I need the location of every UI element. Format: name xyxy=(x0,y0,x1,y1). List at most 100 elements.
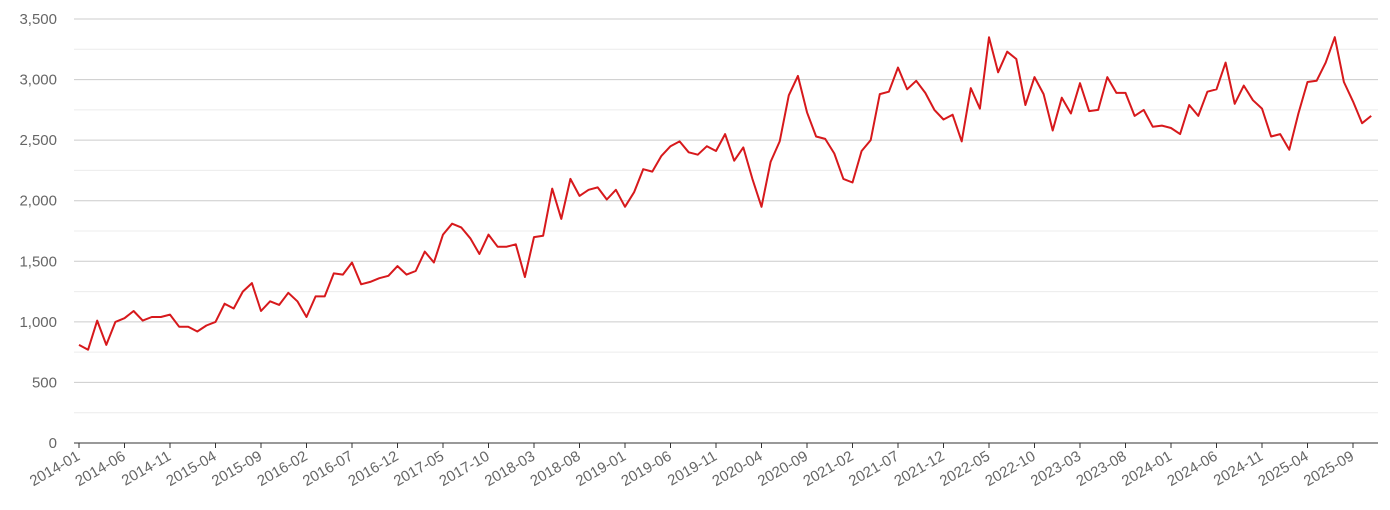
data-point xyxy=(1042,92,1046,96)
data-point xyxy=(696,153,700,157)
data-point xyxy=(687,150,691,154)
data-point xyxy=(605,198,609,202)
data-point xyxy=(368,280,372,284)
data-point xyxy=(832,152,836,156)
series-group xyxy=(77,35,1373,352)
data-point xyxy=(1342,80,1346,84)
data-point xyxy=(750,177,754,181)
data-point xyxy=(1369,114,1373,118)
data-point xyxy=(860,149,864,153)
data-point xyxy=(769,160,773,164)
data-point xyxy=(823,137,827,141)
data-point xyxy=(1151,125,1155,129)
data-point xyxy=(741,145,745,149)
data-point xyxy=(1060,96,1064,100)
x-axis-ticks: 2014-012014-062014-112015-042015-092016-… xyxy=(27,443,1357,490)
data-point xyxy=(732,159,736,163)
data-point xyxy=(851,181,855,185)
data-point xyxy=(587,188,591,192)
data-point xyxy=(77,343,81,347)
data-point xyxy=(232,307,236,311)
data-point xyxy=(669,144,673,148)
series-line xyxy=(78,36,1372,351)
data-point xyxy=(1078,81,1082,85)
data-point xyxy=(1196,114,1200,118)
data-point xyxy=(614,188,618,192)
data-point xyxy=(578,194,582,198)
data-point xyxy=(468,236,472,240)
data-point xyxy=(496,245,500,249)
data-point xyxy=(714,149,718,153)
data-point xyxy=(951,113,955,117)
x-tick-label: 2015-09 xyxy=(209,448,265,490)
data-point xyxy=(960,139,964,143)
data-point xyxy=(1069,112,1073,116)
data-point xyxy=(86,348,90,352)
data-point xyxy=(632,190,636,194)
data-point xyxy=(1124,91,1128,95)
data-point xyxy=(1324,61,1328,65)
data-point xyxy=(1005,50,1009,54)
x-tick-label: 2023-03 xyxy=(1028,448,1084,490)
x-tick-label: 2022-10 xyxy=(982,448,1038,490)
x-tick-label: 2024-11 xyxy=(1211,448,1266,490)
data-point xyxy=(305,315,309,319)
data-point xyxy=(332,271,336,275)
data-point xyxy=(477,252,481,256)
data-point xyxy=(1315,79,1319,83)
data-point xyxy=(1114,91,1118,95)
data-point xyxy=(314,294,318,298)
data-point xyxy=(132,309,136,313)
data-point xyxy=(1351,99,1355,103)
y-tick-label: 2,000 xyxy=(19,193,57,210)
x-tick-label: 2014-11 xyxy=(119,448,174,490)
data-point xyxy=(568,177,572,181)
data-point xyxy=(423,250,427,254)
x-tick-label: 2023-08 xyxy=(1073,448,1129,490)
data-point xyxy=(441,233,445,237)
data-point xyxy=(1014,57,1018,61)
data-point xyxy=(1333,35,1337,39)
data-point xyxy=(659,154,663,158)
data-point xyxy=(1178,132,1182,136)
data-point xyxy=(1096,108,1100,112)
data-point xyxy=(150,315,154,319)
x-tick-label: 2017-10 xyxy=(436,448,492,490)
data-point xyxy=(1033,75,1037,79)
data-point xyxy=(350,261,354,265)
data-point xyxy=(1105,75,1109,79)
data-point xyxy=(286,291,290,295)
data-point xyxy=(295,299,299,303)
data-point xyxy=(1023,103,1027,107)
data-point xyxy=(104,343,108,347)
data-point xyxy=(450,222,454,226)
data-point xyxy=(277,303,281,307)
data-point xyxy=(1224,61,1228,65)
data-point xyxy=(1142,108,1146,112)
y-tick-label: 1,000 xyxy=(19,314,57,331)
data-point xyxy=(359,282,363,286)
y-tick-label: 3,500 xyxy=(19,11,57,28)
data-point xyxy=(942,118,946,122)
x-tick-label: 2019-01 xyxy=(573,448,629,490)
data-point xyxy=(250,281,254,285)
data-point xyxy=(1160,124,1164,128)
data-point xyxy=(641,167,645,171)
x-tick-label: 2017-05 xyxy=(391,448,447,490)
data-point xyxy=(1242,84,1246,88)
data-point xyxy=(1205,90,1209,94)
data-point xyxy=(1215,87,1219,91)
x-tick-label: 2014-01 xyxy=(27,448,83,490)
data-point xyxy=(323,294,327,298)
x-tick-label: 2025-09 xyxy=(1301,448,1357,490)
data-point xyxy=(259,309,263,313)
x-tick-label: 2018-03 xyxy=(482,448,538,490)
x-tick-label: 2016-07 xyxy=(300,448,356,490)
data-point xyxy=(341,273,345,277)
data-point xyxy=(532,235,536,239)
data-point xyxy=(1296,112,1300,116)
data-point xyxy=(1269,135,1273,139)
x-tick-label: 2019-11 xyxy=(665,448,720,490)
data-point xyxy=(414,269,418,273)
x-tick-label: 2015-04 xyxy=(163,448,219,490)
